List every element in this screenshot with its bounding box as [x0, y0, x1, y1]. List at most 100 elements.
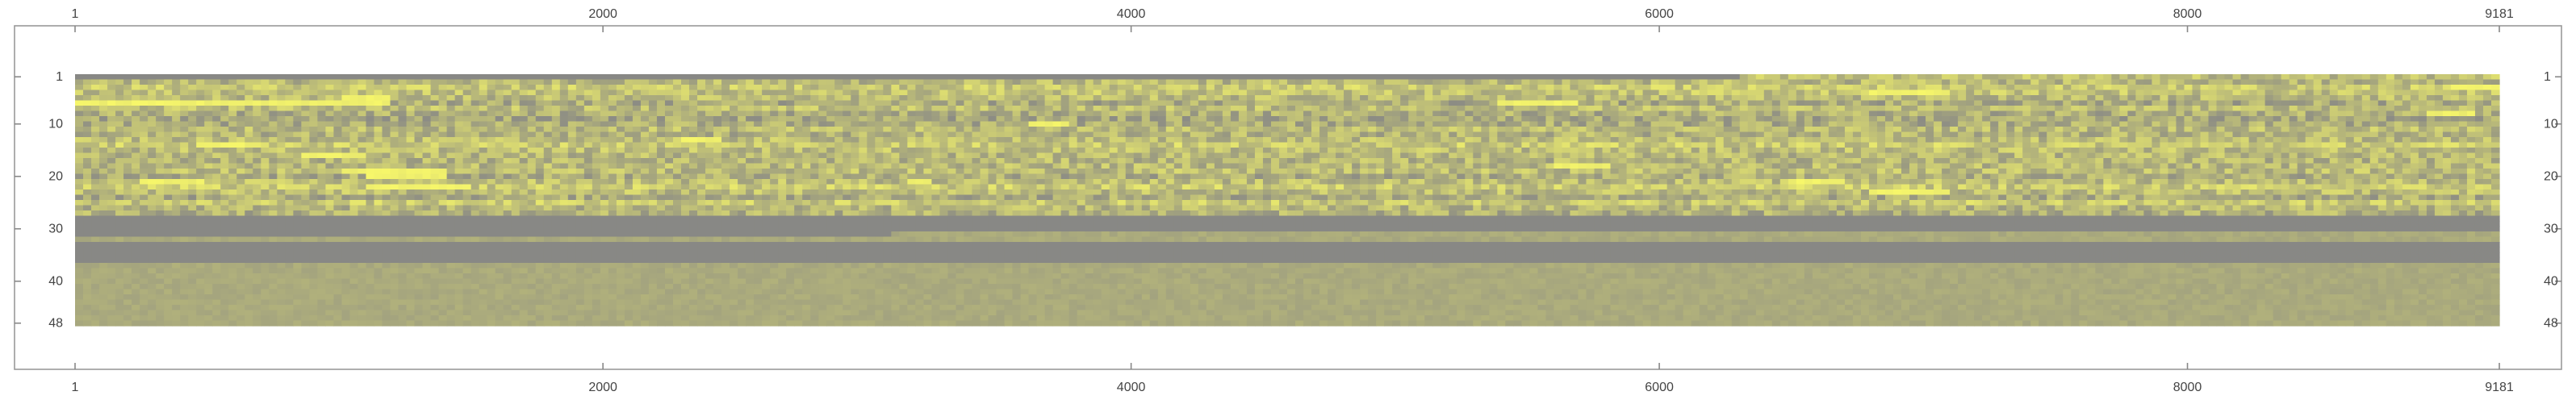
heatmap-cell — [1303, 100, 1312, 106]
heatmap-cell — [196, 106, 205, 112]
heatmap-cell — [883, 148, 892, 154]
heatmap-cell — [1206, 106, 1215, 112]
heatmap-cell — [1707, 95, 1717, 102]
heatmap-cell — [1691, 148, 1700, 154]
heatmap-cell — [390, 74, 399, 81]
heatmap-cell — [2160, 85, 2169, 91]
heatmap-cell — [366, 137, 375, 144]
heatmap-cell — [1028, 90, 1038, 96]
heatmap-cell — [762, 137, 771, 144]
heatmap-cell — [1295, 131, 1304, 138]
heatmap-cell — [1328, 110, 1336, 117]
heatmap-cell — [2127, 148, 2136, 154]
heatmap-cell — [398, 95, 408, 102]
heatmap-cell — [2087, 90, 2096, 96]
heatmap-cell — [786, 121, 795, 127]
heatmap-cell — [1190, 90, 1199, 96]
heatmap-cell — [632, 152, 642, 159]
heatmap-cell — [1763, 142, 1773, 148]
heatmap-cell — [1465, 137, 1474, 144]
heatmap-cell — [754, 110, 763, 117]
heatmap-cell — [1820, 131, 1830, 138]
heatmap-cell — [1497, 90, 1506, 96]
heatmap-cell — [875, 106, 884, 112]
heatmap-cell — [2039, 131, 2047, 138]
heatmap-cell — [2022, 85, 2031, 91]
heatmap-cell — [1165, 127, 1175, 133]
heatmap-cell — [713, 100, 722, 106]
heatmap-cell — [907, 131, 916, 138]
heatmap-cell — [382, 127, 391, 133]
heatmap-cell — [1537, 148, 1547, 154]
heatmap-cell — [1052, 116, 1062, 123]
heatmap-cell — [2039, 85, 2047, 91]
heatmap-cell — [624, 152, 634, 159]
heatmap-cell — [923, 90, 933, 96]
heatmap-cell — [1868, 74, 1878, 81]
heatmap-cell — [1432, 106, 1441, 112]
heatmap-cell — [2200, 131, 2210, 138]
heatmap-cell — [309, 137, 318, 144]
heatmap-cell — [1424, 106, 1433, 112]
heatmap-cell — [172, 110, 181, 117]
heatmap-cell — [947, 121, 957, 127]
heatmap-cell — [470, 100, 480, 106]
heatmap-cell — [132, 158, 140, 165]
heatmap-cell — [1739, 110, 1749, 117]
heatmap-cell — [583, 137, 593, 144]
heatmap-cell — [1432, 121, 1441, 127]
heatmap-cell — [1449, 95, 1457, 102]
heatmap-cell — [746, 79, 755, 85]
heatmap-cell — [1278, 127, 1288, 133]
heatmap-cell — [1634, 85, 1644, 91]
heatmap-cell — [164, 131, 173, 138]
heatmap-cell — [1497, 152, 1506, 159]
heatmap-cell — [1376, 116, 1385, 123]
heatmap-cell — [1278, 116, 1288, 123]
heatmap-cell — [1392, 74, 1401, 81]
heatmap-cell — [1457, 131, 1466, 138]
heatmap-cell — [2256, 152, 2266, 159]
heatmap-cell — [156, 137, 165, 144]
heatmap-cell — [543, 152, 553, 159]
heatmap-cell — [1884, 85, 1894, 91]
heatmap-cell — [2402, 142, 2411, 148]
heatmap-cell — [2434, 85, 2444, 91]
heatmap-cell — [2143, 127, 2153, 133]
heatmap-cell — [261, 127, 270, 133]
heatmap-cell — [519, 158, 529, 165]
heatmap-cell — [1133, 137, 1143, 144]
heatmap-cell — [2224, 131, 2234, 138]
heatmap-cell — [220, 74, 229, 81]
heatmap-cell — [398, 79, 408, 85]
heatmap-cell — [422, 148, 432, 154]
heatmap-cell — [1489, 100, 1498, 106]
heatmap-cell — [664, 142, 674, 148]
heatmap-cell — [1254, 137, 1264, 144]
heatmap-cell — [245, 142, 253, 148]
heatmap-cell — [1974, 116, 1983, 123]
heatmap-cell — [899, 148, 908, 154]
heatmap-cell — [2176, 100, 2185, 106]
heatmap-cell — [721, 90, 730, 96]
heatmap-cell — [366, 74, 375, 81]
heatmap-cell — [132, 110, 140, 117]
heatmap-cell — [115, 79, 124, 85]
heatmap-cell — [156, 95, 165, 102]
heatmap-cell — [1190, 158, 1199, 165]
heatmap-cell — [1966, 95, 1975, 102]
heatmap-cell — [1642, 90, 1652, 96]
heatmap-cell — [309, 95, 318, 102]
heatmap-cell — [462, 79, 472, 85]
heatmap-cell — [648, 142, 658, 148]
heatmap-cell — [648, 95, 658, 102]
heatmap-cell — [1012, 116, 1022, 123]
heatmap-cell — [907, 85, 916, 91]
heatmap-cell — [818, 90, 827, 96]
heatmap-cell — [1052, 74, 1062, 81]
heatmap-cell — [608, 95, 617, 102]
heatmap-cell — [1788, 137, 1797, 144]
heatmap-cell — [1812, 85, 1821, 91]
heatmap-cell — [1457, 110, 1466, 117]
heatmap-cell — [503, 121, 512, 127]
